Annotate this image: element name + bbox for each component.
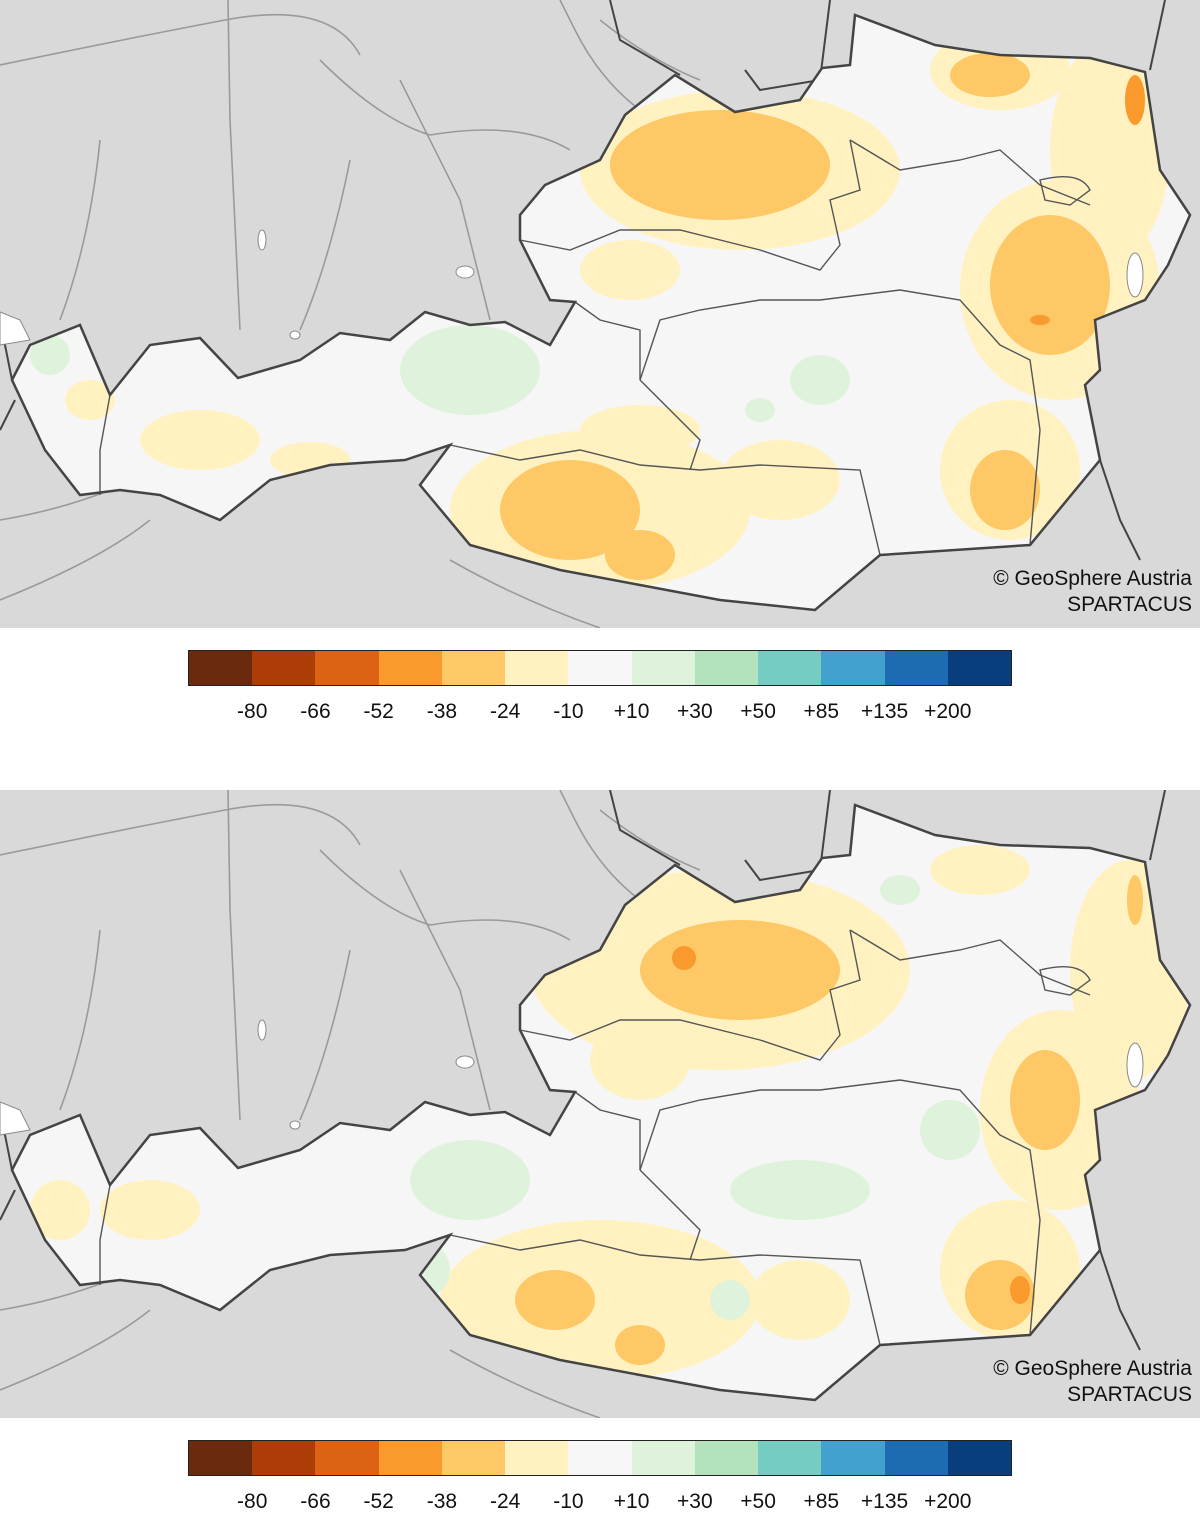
colorbar-tick-label: +200 xyxy=(924,700,972,723)
colorbar-swatch xyxy=(315,1441,379,1475)
colorbar-swatch xyxy=(758,651,822,685)
precipitation-map-2: © GeoSphere Austria SPARTACUS xyxy=(0,790,1200,1418)
colorbar-tick-label: -10 xyxy=(553,1490,584,1513)
colorbar-tick-label: +50 xyxy=(740,700,776,723)
map-canvas xyxy=(0,790,1192,1418)
colorbar-tick-label: +30 xyxy=(677,700,713,723)
map-credit: © GeoSphere Austria SPARTACUS xyxy=(993,566,1192,618)
colorbar xyxy=(188,1440,1012,1476)
colorbar-swatch xyxy=(441,651,506,685)
colorbar-swatch xyxy=(378,651,442,685)
colorbar-swatch xyxy=(568,1441,632,1475)
source-text: SPARTACUS xyxy=(1067,1383,1192,1406)
state-borders xyxy=(99,139,1091,556)
colorbar-swatch xyxy=(884,651,948,685)
colorbar-swatch xyxy=(758,1441,822,1475)
lakes xyxy=(0,229,1144,346)
austria-border xyxy=(10,13,1192,612)
colorbar-swatch xyxy=(694,1441,759,1475)
colorbar-tick-label: -24 xyxy=(489,700,521,723)
colorbar-swatch xyxy=(189,651,253,685)
colorbar-tick-label: +85 xyxy=(803,1490,840,1513)
neighbour-borders xyxy=(0,0,1166,561)
austria-anomaly-field xyxy=(12,15,1190,610)
precipitation-map-1: © GeoSphere Austria SPARTACUS xyxy=(0,0,1200,628)
austria-border xyxy=(10,803,1192,1402)
colorbar-tick-label: +30 xyxy=(677,1490,713,1513)
colorbar-tick-label: -38 xyxy=(426,1490,458,1513)
colorbar-swatch xyxy=(821,651,885,685)
neighbour-borders xyxy=(0,790,1166,1351)
colorbar-swatch xyxy=(568,651,632,685)
colorbar-swatch xyxy=(631,1441,695,1475)
austria-anomaly-field xyxy=(12,805,1190,1400)
colorbar-tick-label: -66 xyxy=(300,700,331,723)
colorbar-tick-label: +200 xyxy=(924,1490,972,1513)
colorbar-swatch xyxy=(694,651,759,685)
colorbar-swatch xyxy=(252,1441,316,1475)
colorbar-swatch xyxy=(505,1441,569,1475)
colorbar-tick-label: -52 xyxy=(363,1490,394,1513)
colorbar-tick-label: -24 xyxy=(489,1490,521,1513)
colorbar-tick-label: +10 xyxy=(613,1490,650,1513)
colorbar-tick-label: -10 xyxy=(553,700,584,723)
colorbar-swatch xyxy=(821,1441,885,1475)
colorbar-swatch xyxy=(631,651,695,685)
colorbar-tick-label: +135 xyxy=(860,700,909,723)
state-borders xyxy=(99,929,1091,1346)
colorbar-legend-1: -80 -66 -52 -38 -24 -10 +10 +30 +50 +85 +135 +200 xyxy=(188,650,1012,730)
colorbar xyxy=(188,650,1012,686)
colorbar-tick-label: +85 xyxy=(803,700,840,723)
colorbar-swatch xyxy=(252,651,316,685)
copyright-text: © GeoSphere Austria xyxy=(993,567,1192,590)
colorbar-tick-label: -52 xyxy=(363,700,394,723)
lakes xyxy=(0,1019,1144,1136)
colorbar-tick-label: +10 xyxy=(613,700,650,723)
copyright-text: © GeoSphere Austria xyxy=(993,1357,1192,1380)
colorbar-swatch xyxy=(189,1441,253,1475)
colorbar-swatch xyxy=(947,1441,1012,1475)
colorbar-swatch xyxy=(884,1441,948,1475)
colorbar-tick-label: -38 xyxy=(426,700,458,723)
colorbar-tick-label: -66 xyxy=(300,1490,331,1513)
map-canvas xyxy=(0,0,1192,628)
map-credit: © GeoSphere Austria SPARTACUS xyxy=(993,1356,1192,1408)
colorbar-tick-label: -80 xyxy=(237,700,268,723)
colorbar-swatch xyxy=(505,651,569,685)
colorbar-tick-label: -80 xyxy=(237,1490,268,1513)
colorbar-tick-label: +50 xyxy=(740,1490,776,1513)
colorbar-legend-2: -80 -66 -52 -38 -24 -10 +10 +30 +50 +85 +135 +200 xyxy=(188,1440,1012,1520)
colorbar-swatch xyxy=(441,1441,506,1475)
colorbar-tick-label: +135 xyxy=(860,1490,909,1513)
colorbar-swatch xyxy=(947,651,1012,685)
colorbar-swatch xyxy=(378,1441,442,1475)
colorbar-swatch xyxy=(315,651,379,685)
source-text: SPARTACUS xyxy=(1067,593,1192,616)
